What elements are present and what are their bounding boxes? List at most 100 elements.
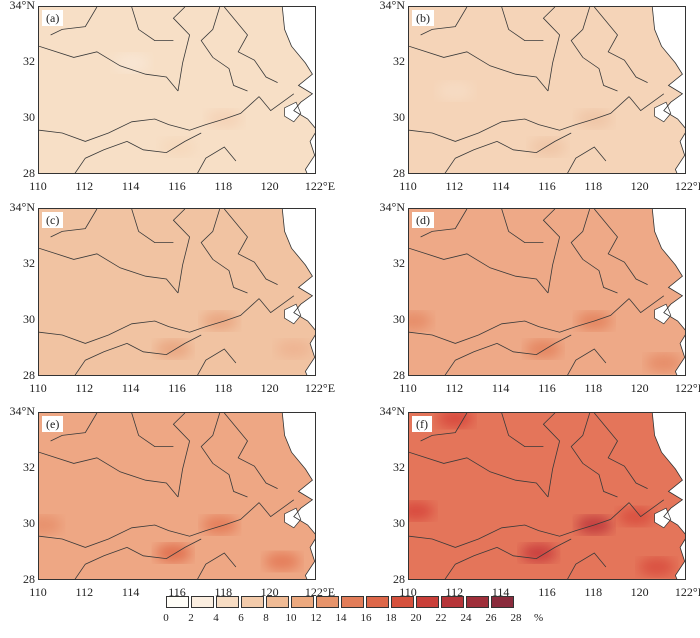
sea-area	[282, 209, 315, 375]
map-plot-area	[408, 6, 686, 174]
province-boundary	[409, 247, 549, 294]
legend-tick-label: 14	[335, 612, 347, 624]
field-maximum	[437, 82, 474, 100]
province-boundary	[409, 298, 630, 344]
province-boundary	[74, 141, 128, 173]
legend-tick-label: 8	[263, 612, 269, 624]
province-boundary	[628, 499, 665, 518]
legend-tick-label: 10	[285, 612, 297, 624]
legend-swatch	[216, 596, 239, 608]
field-maximum	[113, 54, 150, 72]
x-tick-label: 120	[630, 381, 649, 395]
y-tick-label: 30	[393, 312, 405, 326]
x-tick-label: 118	[214, 585, 233, 599]
legend-swatch	[441, 596, 464, 608]
province-boundary	[131, 7, 174, 41]
panel-label: (c)	[42, 212, 64, 228]
province-boundary	[39, 96, 260, 142]
panel-label: (b)	[412, 10, 434, 26]
legend-swatch	[491, 596, 514, 608]
y-tick-label: 32	[23, 54, 35, 68]
y-tick-label: 28	[393, 572, 405, 586]
province-boundary	[258, 93, 295, 112]
x-tick-label: 118	[584, 179, 603, 193]
map-panel: (e) 34°N 32 30 28 110 112 114 116 118 120 122°E	[10, 404, 336, 599]
y-tick-label: 28	[23, 166, 35, 180]
y-tick-label: 34°N	[379, 200, 405, 214]
y-tick-label: 34°N	[9, 0, 35, 12]
legend-swatch	[366, 596, 389, 608]
panel-label: (e)	[42, 416, 64, 432]
map-plot-area	[38, 6, 316, 174]
province-boundary	[172, 209, 191, 294]
x-tick-label: 110	[29, 585, 47, 599]
province-boundary	[74, 343, 128, 375]
x-tick-label: 114	[121, 179, 140, 193]
y-tick-label: 30	[393, 516, 405, 530]
x-tick-label: 114	[121, 381, 140, 395]
province-boundary	[258, 295, 295, 314]
province-boundary	[444, 547, 498, 579]
sea-area	[282, 413, 315, 579]
province-boundary	[420, 209, 468, 238]
province-boundary	[74, 547, 128, 579]
field-maximum	[638, 558, 675, 576]
x-tick-label: 116	[168, 179, 186, 193]
x-tick-label: 112	[445, 381, 464, 395]
y-tick-label: 30	[23, 110, 35, 124]
legend-tick-label: 12	[310, 612, 322, 624]
x-tick-label: 110	[399, 585, 417, 599]
field-maximum	[520, 544, 557, 562]
map-plot-area	[38, 412, 316, 580]
province-boundary	[39, 247, 179, 294]
field-maximum	[39, 516, 62, 534]
x-tick-label: 122°E	[674, 585, 700, 599]
province-boundary	[501, 7, 544, 41]
province-boundary	[197, 552, 237, 579]
x-tick-label: 116	[538, 585, 556, 599]
legend-tick-label: 4	[213, 612, 219, 624]
y-tick-label: 28	[23, 572, 35, 586]
panel-label: (a)	[42, 10, 64, 26]
coastline	[651, 413, 685, 579]
province-boundary	[126, 334, 202, 356]
x-tick-label: 112	[75, 179, 94, 193]
province-boundary	[200, 209, 248, 294]
field-maximum	[201, 312, 238, 330]
sea-area	[652, 413, 685, 579]
province-boundary	[50, 7, 98, 36]
map-svg	[409, 209, 685, 375]
coastline	[651, 7, 685, 173]
map-panel: (c) 34°N 32 30 28 110 112 114 116 118 120 122°E	[10, 200, 336, 395]
x-tick-label: 120	[630, 585, 649, 599]
province-boundary	[223, 7, 278, 83]
sea-area	[652, 7, 685, 173]
legend-tick-label: 16	[360, 612, 372, 624]
province-boundary	[39, 45, 179, 92]
province-boundary	[50, 209, 98, 238]
province-boundary	[409, 96, 630, 142]
province-boundary	[409, 451, 549, 498]
province-boundary	[172, 7, 191, 92]
x-tick-label: 110	[29, 179, 47, 193]
legend-tick-label: 28	[510, 612, 522, 624]
legend-swatch	[166, 596, 189, 608]
province-boundary	[593, 7, 648, 83]
province-boundary	[567, 348, 607, 375]
legend-swatch	[416, 596, 439, 608]
legend-swatch	[341, 596, 364, 608]
x-tick-label: 112	[75, 381, 94, 395]
x-tick-label: 112	[445, 179, 464, 193]
province-boundary	[39, 502, 260, 548]
y-tick-label: 30	[23, 516, 35, 530]
y-tick-label: 28	[393, 166, 405, 180]
province-boundary	[126, 538, 202, 560]
field-maximum	[160, 138, 196, 156]
legend-tick-label: 20	[410, 612, 422, 624]
x-tick-label: 122°E	[304, 179, 336, 193]
field-maximum	[275, 340, 312, 358]
x-tick-label: 114	[491, 585, 510, 599]
field-maximum	[201, 516, 238, 534]
